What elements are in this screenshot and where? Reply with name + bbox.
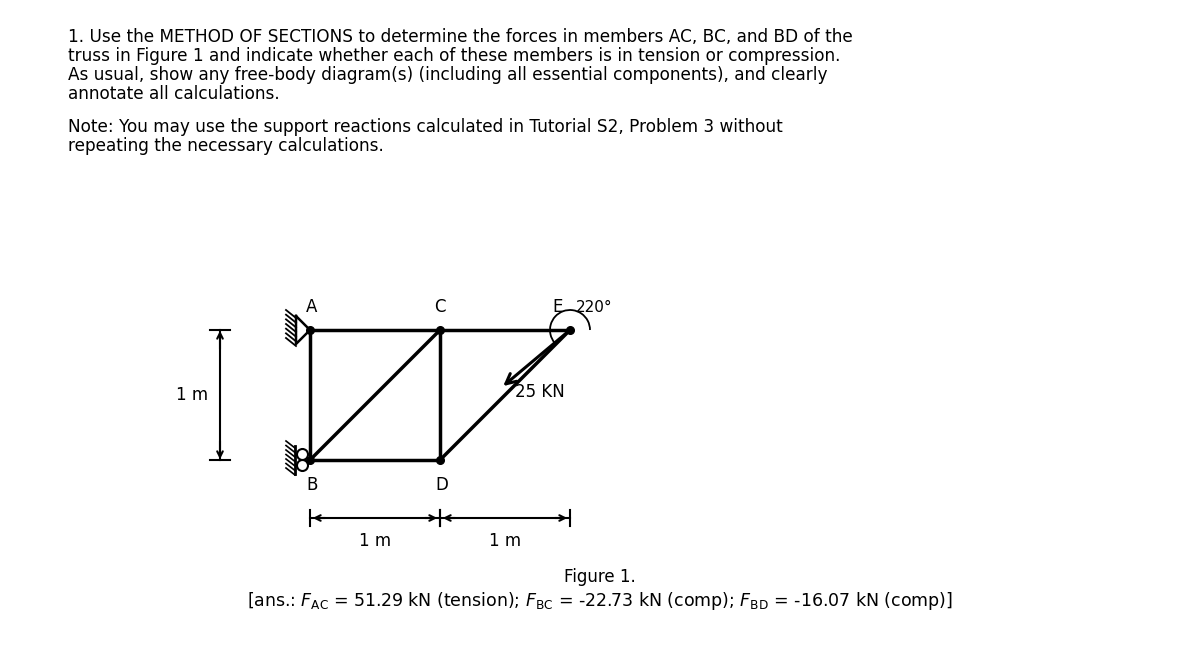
Text: 220°: 220° (576, 300, 613, 315)
Text: 1 m: 1 m (359, 532, 391, 550)
Text: repeating the necessary calculations.: repeating the necessary calculations. (68, 137, 384, 155)
Polygon shape (296, 316, 310, 344)
Text: Note: You may use the support reactions calculated in Tutorial S2, Problem 3 wit: Note: You may use the support reactions … (68, 118, 782, 136)
Text: Figure 1.: Figure 1. (564, 568, 636, 586)
Text: truss in Figure 1 and indicate whether each of these members is in tension or co: truss in Figure 1 and indicate whether e… (68, 47, 840, 65)
Text: A: A (306, 298, 318, 316)
Text: E: E (553, 298, 563, 316)
Text: As usual, show any free-body diagram(s) (including all essential components), an: As usual, show any free-body diagram(s) … (68, 66, 828, 84)
Text: 1 m: 1 m (176, 386, 208, 404)
Text: D: D (436, 476, 449, 494)
Text: annotate all calculations.: annotate all calculations. (68, 85, 280, 103)
Text: 1 m: 1 m (488, 532, 521, 550)
Text: 1. Use the METHOD OF SECTIONS to determine the forces in members AC, BC, and BD : 1. Use the METHOD OF SECTIONS to determi… (68, 28, 853, 46)
Text: C: C (434, 298, 445, 316)
Text: 25 KN: 25 KN (515, 383, 565, 401)
Text: [ans.: $F_{\mathrm{AC}}$ = 51.29 kN (tension); $F_{\mathrm{BC}}$ = -22.73 kN (co: [ans.: $F_{\mathrm{AC}}$ = 51.29 kN (ten… (247, 590, 953, 612)
Text: B: B (306, 476, 318, 494)
